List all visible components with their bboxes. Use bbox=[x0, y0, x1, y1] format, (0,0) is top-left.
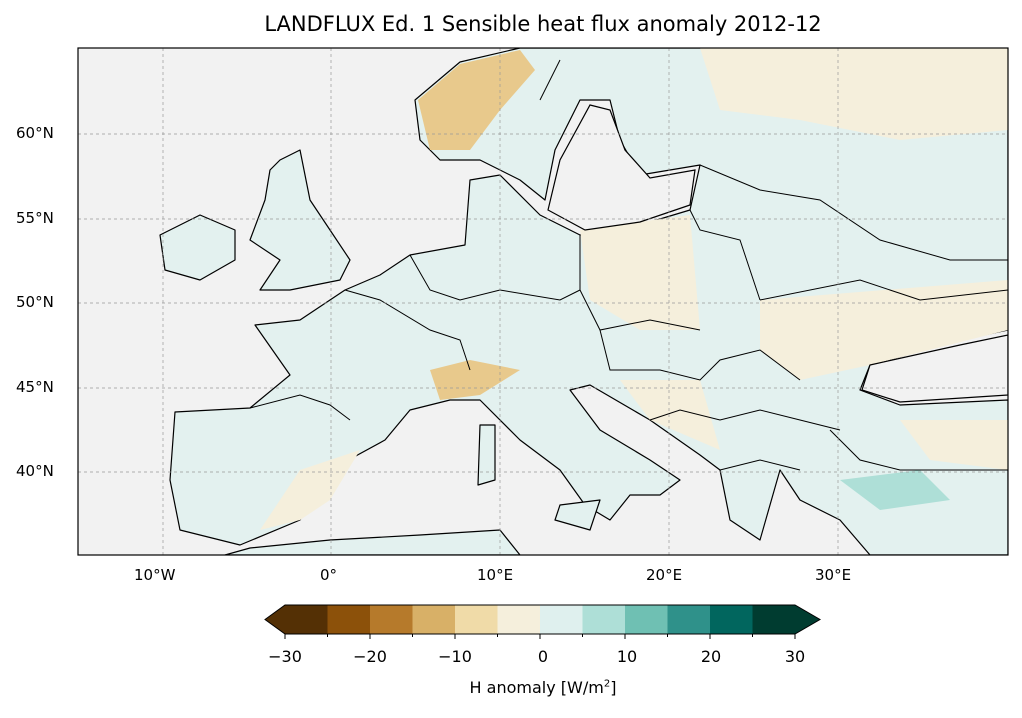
strong-negative-areas bbox=[418, 50, 535, 400]
colorbar-segment bbox=[327, 605, 371, 634]
colorbar-tick-label: −20 bbox=[353, 647, 387, 666]
negative-anomaly-areas bbox=[260, 48, 1008, 530]
colorbar-label: H anomaly [W/m2] bbox=[470, 678, 617, 697]
baltic-sea bbox=[547, 104, 696, 231]
map-title: LANDFLUX Ed. 1 Sensible heat flux anomal… bbox=[264, 12, 822, 36]
land-ireland bbox=[159, 214, 236, 281]
colorbar bbox=[264, 604, 821, 639]
lon-label: 20°E bbox=[646, 566, 683, 584]
colorbar-label-exponent: 2 bbox=[603, 678, 611, 690]
lat-label: 40°N bbox=[16, 462, 54, 480]
positive-anomaly-areas bbox=[840, 470, 950, 510]
colorbar-tick-label: 10 bbox=[616, 647, 638, 666]
colorbar-tick-label: −30 bbox=[268, 647, 302, 666]
colorbar-segment bbox=[497, 605, 541, 634]
black-sea bbox=[861, 334, 1008, 403]
land-north-africa bbox=[224, 529, 521, 555]
colorbar-segment bbox=[710, 605, 753, 634]
colorbar-tick-label: 0 bbox=[537, 647, 549, 666]
lon-label: 10°E bbox=[477, 566, 514, 584]
colorbar-segment bbox=[625, 605, 668, 634]
colorbar-label-text: H anomaly [W/m bbox=[469, 678, 604, 697]
colorbar-segment bbox=[540, 605, 583, 634]
lon-label: 30°E bbox=[815, 566, 852, 584]
gridlines bbox=[78, 48, 1008, 555]
land-corsica-sardinia bbox=[477, 424, 496, 486]
colorbar-segment bbox=[667, 605, 711, 634]
lat-label: 60°N bbox=[16, 124, 54, 142]
lat-label: 45°N bbox=[16, 378, 54, 396]
colorbar-label-end: ] bbox=[610, 678, 617, 697]
map-area bbox=[78, 48, 1008, 555]
colorbar-segment bbox=[582, 605, 626, 634]
colorbar-segment bbox=[412, 605, 456, 634]
lat-label: 55°N bbox=[16, 209, 54, 227]
country-borders bbox=[249, 59, 1008, 471]
colorbar-tick-label: −10 bbox=[438, 647, 472, 666]
colorbar-tick-label: 30 bbox=[784, 647, 806, 666]
colorbar-extend-high bbox=[795, 605, 820, 634]
land-sicily bbox=[554, 499, 601, 531]
inland-seas bbox=[547, 104, 1008, 403]
lat-label: 50°N bbox=[16, 293, 54, 311]
colorbar-segment bbox=[752, 605, 796, 634]
colorbar-segment bbox=[455, 605, 498, 634]
colorbar-segment bbox=[370, 605, 413, 634]
lon-label: 0° bbox=[320, 566, 338, 584]
colorbar-extend-low bbox=[265, 605, 285, 634]
map-frame bbox=[77, 47, 1009, 556]
lon-label: 10°W bbox=[134, 566, 176, 584]
colorbar-segment bbox=[285, 605, 328, 634]
colorbar-tick-label: 20 bbox=[700, 647, 722, 666]
land-great-britain bbox=[249, 149, 351, 291]
